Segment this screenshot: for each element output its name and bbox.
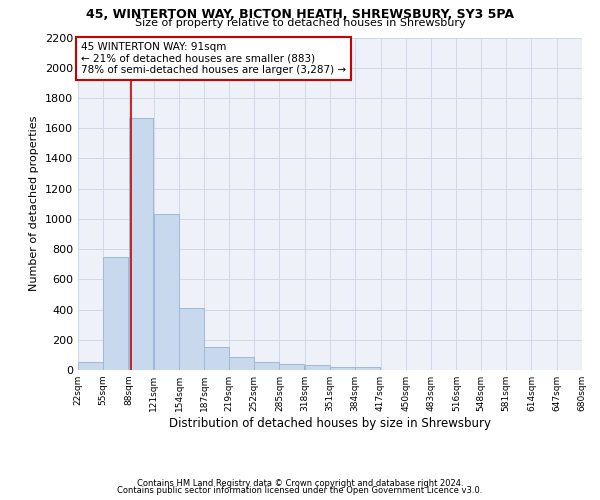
Bar	[229, 357, 254, 370]
Bar	[330, 367, 355, 370]
Text: 45 WINTERTON WAY: 91sqm
← 21% of detached houses are smaller (883)
78% of semi-d: 45 WINTERTON WAY: 91sqm ← 21% of detache…	[81, 42, 346, 76]
Bar	[305, 366, 329, 370]
Bar	[355, 367, 380, 370]
X-axis label: Distribution of detached houses by size in Shrewsbury: Distribution of detached houses by size …	[169, 417, 491, 430]
Text: 45, WINTERTON WAY, BICTON HEATH, SHREWSBURY, SY3 5PA: 45, WINTERTON WAY, BICTON HEATH, SHREWSB…	[86, 8, 514, 20]
Bar	[205, 348, 229, 370]
Bar	[128, 118, 154, 370]
Text: Contains public sector information licensed under the Open Government Licence v3: Contains public sector information licen…	[118, 486, 482, 495]
Bar	[103, 258, 128, 370]
Text: Contains HM Land Registry data © Crown copyright and database right 2024.: Contains HM Land Registry data © Crown c…	[137, 478, 463, 488]
Bar	[254, 362, 279, 370]
Text: Size of property relative to detached houses in Shrewsbury: Size of property relative to detached ho…	[134, 18, 466, 28]
Bar	[154, 214, 179, 370]
Y-axis label: Number of detached properties: Number of detached properties	[29, 116, 40, 292]
Bar	[78, 362, 103, 370]
Bar	[280, 364, 304, 370]
Bar	[179, 308, 204, 370]
